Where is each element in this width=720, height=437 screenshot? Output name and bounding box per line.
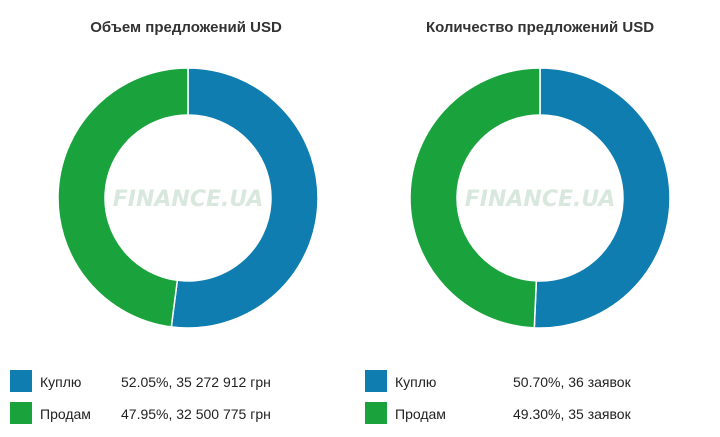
count-slice-sell <box>409 67 541 329</box>
volume-chart-title: Объем предложений USD <box>90 19 282 36</box>
volume-legend-value-buy: 52.05%, 35 272 912 грн <box>121 374 271 390</box>
count-chart-panel: Количество предложений USD FINANCE.UA Ку… <box>360 0 720 437</box>
volume-legend-label-sell: Продам <box>40 406 91 422</box>
volume-legend-item-sell: Продам 47.95%, 32 500 775 грн <box>10 400 350 428</box>
count-legend-label-sell: Продам <box>395 406 446 422</box>
volume-legend-swatch-sell <box>10 402 32 424</box>
count-legend-value-sell: 49.30%, 35 заявок <box>513 406 631 422</box>
volume-legend-value-sell: 47.95%, 32 500 775 грн <box>121 406 271 422</box>
count-legend-value-buy: 50.70%, 36 заявок <box>513 374 631 390</box>
count-legend-label-buy: Куплю <box>395 374 437 390</box>
volume-chart-panel: Объем предложений USD FINANCE.UA Куплю 5… <box>10 19 350 428</box>
count-watermark: FINANCE.UA <box>465 187 616 212</box>
count-legend-swatch-buy <box>365 370 387 392</box>
count-legend-swatch-sell <box>365 402 387 424</box>
volume-slice-sell <box>57 67 189 328</box>
count-legend-item-sell: Продам 49.30%, 35 заявок <box>365 400 705 428</box>
count-legend-item-buy: Куплю 50.70%, 36 заявок <box>365 368 705 396</box>
volume-slice-buy <box>170 67 319 329</box>
count-donut-chart: FINANCE.UA <box>409 67 671 329</box>
count-chart-title: Количество предложений USD <box>425 19 655 36</box>
volume-legend-swatch-buy <box>10 370 32 392</box>
volume-donut-chart: FINANCE.UA <box>57 67 319 329</box>
volume-legend-label-buy: Куплю <box>40 374 82 390</box>
count-slice-buy <box>533 67 671 329</box>
volume-legend-item-buy: Куплю 52.05%, 35 272 912 грн <box>10 368 350 396</box>
volume-watermark: FINANCE.UA <box>113 187 264 212</box>
